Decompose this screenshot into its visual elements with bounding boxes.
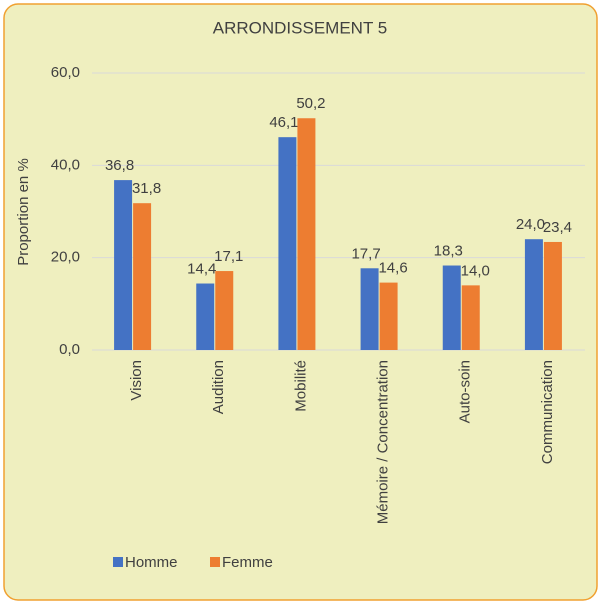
y-tick-label: 20,0 bbox=[51, 249, 80, 266]
data-label: 50,2 bbox=[296, 95, 325, 112]
legend-label: Homme bbox=[125, 554, 178, 571]
data-label: 14,0 bbox=[461, 262, 490, 279]
y-tick-label: 60,0 bbox=[51, 64, 80, 81]
x-tick-label: Auto-soin bbox=[457, 360, 474, 423]
bar bbox=[461, 285, 480, 350]
x-tick-label: Mobilité bbox=[292, 360, 309, 412]
data-label: 23,4 bbox=[543, 219, 572, 236]
bar bbox=[524, 239, 543, 350]
data-label: 14,6 bbox=[378, 260, 407, 277]
data-label: 31,8 bbox=[132, 180, 161, 197]
x-tick-label: Mémoire / Concentration bbox=[375, 360, 392, 524]
bar bbox=[278, 137, 297, 350]
data-label: 17,1 bbox=[214, 248, 243, 265]
bar bbox=[297, 118, 316, 350]
chart-title: ARRONDISSEMENT 5 bbox=[213, 18, 387, 37]
data-label: 17,7 bbox=[351, 245, 380, 262]
bar bbox=[360, 268, 379, 350]
data-label: 14,4 bbox=[187, 260, 216, 277]
bar bbox=[543, 241, 562, 350]
legend-swatch bbox=[113, 557, 123, 567]
legend-swatch bbox=[210, 557, 220, 567]
x-tick-label: Audition bbox=[210, 360, 227, 414]
data-label: 18,3 bbox=[434, 242, 463, 259]
legend-label: Femme bbox=[222, 554, 273, 571]
data-label: 24,0 bbox=[516, 216, 545, 233]
data-label: 46,1 bbox=[269, 114, 298, 131]
data-label: 36,8 bbox=[105, 157, 134, 174]
y-axis-label: Proportion en % bbox=[15, 158, 32, 266]
bar bbox=[215, 271, 234, 350]
bar bbox=[196, 283, 215, 350]
bar bbox=[133, 203, 152, 350]
bar bbox=[379, 282, 398, 350]
y-tick-label: 0,0 bbox=[59, 341, 80, 358]
y-tick-label: 40,0 bbox=[51, 156, 80, 173]
x-tick-label: Communication bbox=[539, 360, 556, 464]
x-tick-label: Vision bbox=[128, 360, 145, 401]
bar bbox=[114, 180, 133, 350]
bar bbox=[442, 265, 461, 350]
